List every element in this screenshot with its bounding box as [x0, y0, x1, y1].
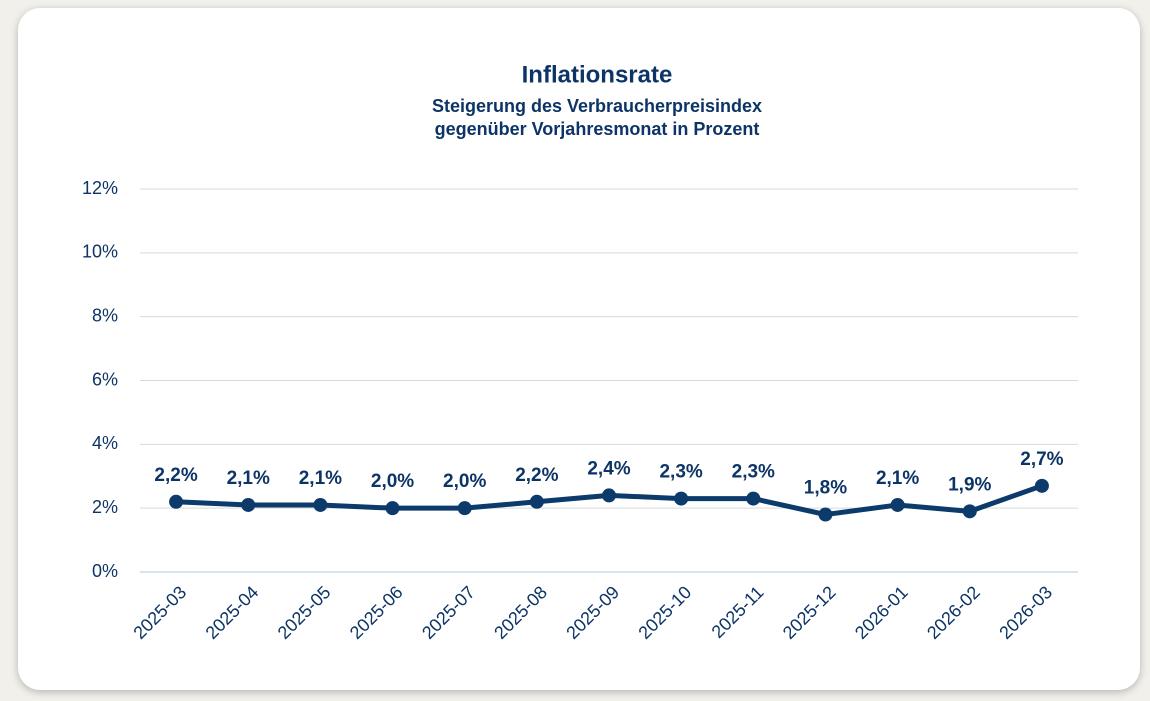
x-tick-label: 2025-10: [634, 582, 695, 643]
data-label: 2,0%: [443, 471, 486, 492]
point: [457, 501, 472, 516]
point: [890, 497, 905, 512]
data-label: 2,7%: [1020, 449, 1063, 470]
x-tick-label: 2025-05: [274, 582, 335, 643]
data-label: 1,9%: [948, 474, 991, 495]
x-tick-label: 2026-02: [923, 582, 984, 643]
data-label: 2,1%: [227, 468, 270, 489]
data-label: 2,2%: [515, 465, 558, 486]
point: [529, 494, 544, 509]
point: [241, 497, 256, 512]
data-label: 2,1%: [299, 468, 342, 489]
x-tick-label: 2026-01: [851, 582, 912, 643]
y-tick-label: 0%: [92, 561, 118, 581]
y-tick-label: 6%: [92, 369, 118, 389]
chart-title: Inflationsrate: [522, 61, 673, 88]
y-tick-label: 4%: [92, 433, 118, 453]
point: [818, 507, 833, 522]
x-tick-label: 2025-07: [418, 582, 479, 643]
y-tick-label: 2%: [92, 497, 118, 517]
point: [385, 501, 400, 516]
data-label: 2,3%: [732, 462, 775, 483]
data-label: 1,8%: [804, 478, 847, 499]
card: [18, 8, 1140, 690]
point: [746, 491, 761, 506]
y-tick-label: 8%: [92, 305, 118, 325]
point: [674, 491, 689, 506]
y-tick-label: 12%: [82, 178, 118, 198]
x-tick-label: 2025-08: [490, 582, 551, 643]
data-label: 2,1%: [876, 468, 919, 489]
point: [169, 494, 184, 509]
x-tick-label: 2025-11: [708, 582, 768, 642]
data-label: 2,0%: [371, 471, 414, 492]
x-tick-label: 2025-06: [346, 582, 407, 643]
x-tick-label: 2025-09: [562, 582, 623, 643]
point: [1034, 478, 1049, 493]
chart-subtitle: Steigerung des Verbraucherpreisindex: [432, 96, 762, 116]
data-label: 2,4%: [587, 458, 630, 479]
x-tick-label: 2025-03: [129, 582, 190, 643]
y-tick-label: 10%: [82, 242, 118, 262]
point: [313, 497, 328, 512]
data-label: 2,3%: [659, 462, 702, 483]
point: [962, 504, 977, 519]
point: [602, 488, 616, 503]
chart-subtitle: gegenüber Vorjahresmonat in Prozent: [435, 119, 760, 139]
x-tick-label: 2026-03: [995, 582, 1056, 643]
data-label: 2,2%: [154, 465, 197, 486]
x-tick-label: 2025-04: [202, 582, 263, 643]
x-tick-label: 2025-12: [779, 582, 840, 643]
